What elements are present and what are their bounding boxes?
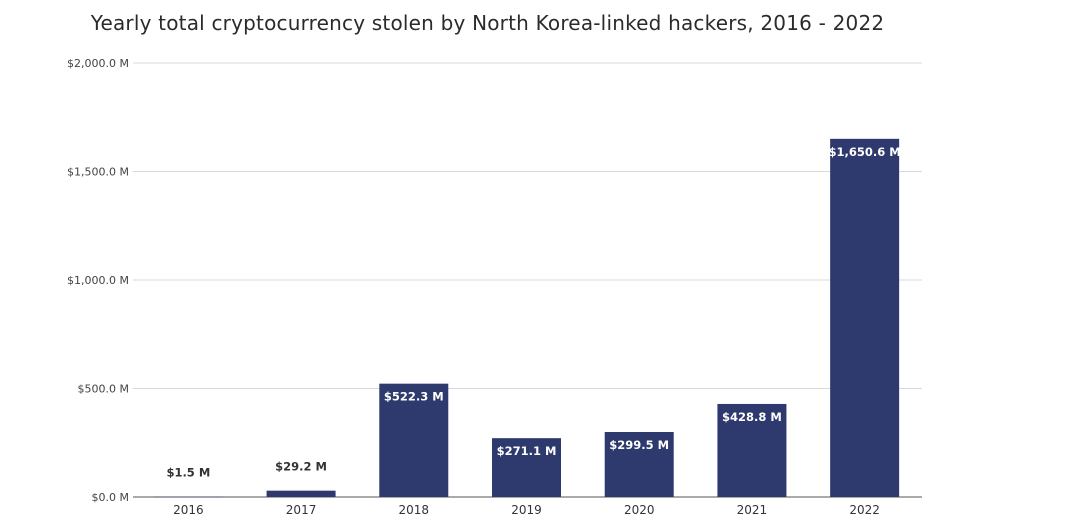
data-label: $271.1 M — [497, 444, 557, 458]
bar-2019 — [492, 438, 561, 497]
chart-title: Yearly total cryptocurrency stolen by No… — [90, 11, 885, 35]
data-label: $522.3 M — [384, 390, 444, 404]
data-label: $1.5 M — [166, 466, 210, 480]
x-tick-label: 2016 — [173, 503, 204, 517]
x-tick-label: 2021 — [737, 503, 768, 517]
bar-2022 — [830, 138, 900, 497]
bar-2020 — [604, 432, 674, 497]
x-tick-label: 2018 — [399, 503, 430, 517]
bar-2017 — [266, 490, 336, 497]
y-tick-label: $2,000.0 M — [67, 57, 129, 70]
data-label: $1,650.6 M — [829, 145, 901, 159]
bar-2016 — [153, 496, 223, 498]
bar-2018 — [379, 383, 449, 497]
y-tick-label: $1,000.0 M — [67, 274, 129, 287]
x-tick-label: 2020 — [624, 503, 655, 517]
data-label: $428.8 M — [722, 410, 782, 424]
y-tick-label: $500.0 M — [78, 383, 129, 396]
x-tick-label: 2019 — [511, 503, 542, 517]
data-labels: $1.5 M $29.2 M $522.3 M $271.1 M $299.5 M $42… — [166, 145, 900, 480]
x-tick-label: 2022 — [849, 503, 880, 517]
gridlines — [133, 62, 922, 498]
x-axis-ticks: 2016 2017 2018 2019 2020 2021 2022 — [173, 503, 880, 517]
data-label: $299.5 M — [609, 438, 669, 452]
x-tick-label: 2017 — [286, 503, 317, 517]
y-tick-label: $1,500.0 M — [67, 166, 129, 179]
data-label: $29.2 M — [275, 460, 327, 474]
y-axis-ticks: $0.0 M $500.0 M $1,000.0 M $1,500.0 M $2,000… — [67, 57, 129, 504]
bars — [153, 138, 900, 498]
bar-2021 — [717, 403, 787, 497]
y-tick-label: $0.0 M — [92, 491, 129, 504]
